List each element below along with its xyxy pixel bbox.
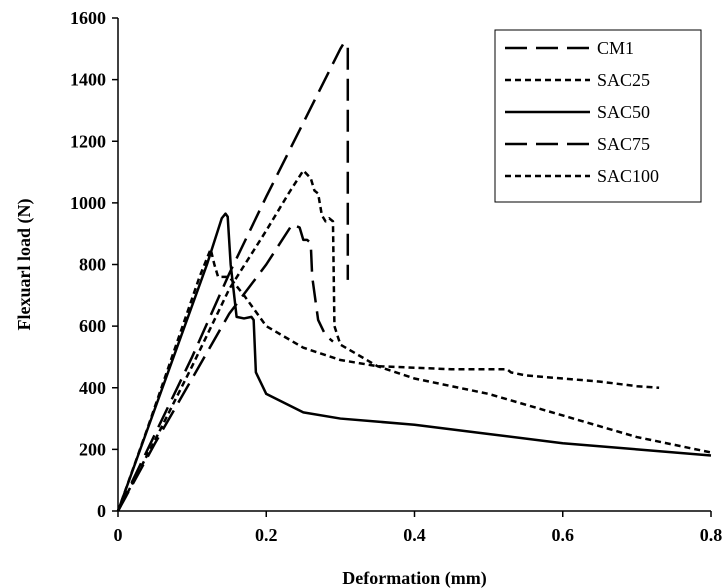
legend-label-sac100: SAC100 <box>597 166 659 186</box>
x-tick-label: 0.4 <box>403 525 426 545</box>
y-tick-label: 800 <box>79 255 106 275</box>
y-tick-label: 200 <box>79 439 106 459</box>
y-tick-label: 400 <box>79 378 106 398</box>
legend-box <box>494 29 702 203</box>
legend-label-sac75: SAC75 <box>597 134 650 154</box>
x-tick-label: 0.8 <box>700 525 723 545</box>
x-tick-label: 0.6 <box>552 525 575 545</box>
x-tick-label: 0 <box>114 525 123 545</box>
y-tick-label: 0 <box>97 501 106 521</box>
legend: CM1 SAC25 SAC50 SAC75 SAC100 <box>494 29 702 203</box>
legend-label-sac50: SAC50 <box>597 102 650 122</box>
y-tick-label: 1000 <box>70 193 106 213</box>
ticks: 0 200 400 600 800 1000 1200 1400 1600 0 0.2 0.4 0.6 0… <box>70 8 722 545</box>
y-tick-label: 1400 <box>70 70 106 90</box>
series-lines <box>116 41 712 512</box>
legend-label-sac25: SAC25 <box>597 70 650 90</box>
series-line-cm1 <box>116 41 350 512</box>
x-axis-title: Deformation (mm) <box>342 568 486 588</box>
legend-label-cm1: CM1 <box>597 38 634 58</box>
series-line-sac100 <box>116 247 660 512</box>
y-axis-title: Flexuarl load (N) <box>14 199 35 331</box>
y-tick-label: 1600 <box>70 8 106 28</box>
series-line-sac25 <box>116 169 712 512</box>
y-tick-label: 600 <box>79 316 106 336</box>
x-tick-label: 0.2 <box>255 525 278 545</box>
series-line-sac50 <box>116 212 712 512</box>
series-line-sac75 <box>116 223 334 512</box>
y-tick-label: 1200 <box>70 131 106 151</box>
